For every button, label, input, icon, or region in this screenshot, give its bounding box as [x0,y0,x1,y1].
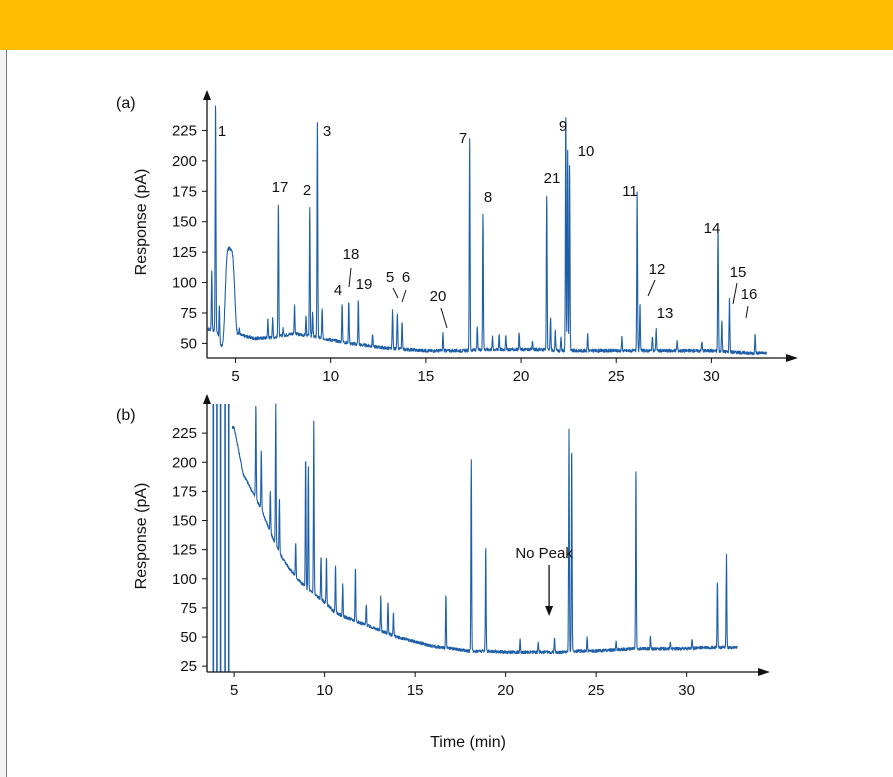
peak-label-21: 21 [544,170,561,187]
peak-leader-16 [745,305,749,319]
peak-label-16: 16 [741,286,758,303]
x-axis-arrow [786,354,798,362]
y-tick-label: 125 [172,542,197,559]
y-axis-arrow [203,394,211,404]
y-tick-label: 150 [172,513,197,530]
peak-leader-6 [401,289,407,303]
peak-label-4: 4 [334,282,342,299]
peak-label-6: 6 [402,269,410,286]
peak-label-3: 3 [323,123,331,140]
peak-label-12: 12 [649,261,666,278]
peak-leader-5 [392,287,399,299]
peak-label-20: 20 [430,288,447,305]
y-tick-label: 125 [172,244,197,261]
panel-b-label: (b) [116,407,136,424]
panel-b-trace [231,403,738,655]
margin-strip [0,50,6,777]
y-tick-label: 75 [180,600,197,617]
peak-leader-15 [732,282,738,305]
panel-a-y-axis-title: Response (pA) [133,169,150,276]
panel-b: (b) Response (pA) Time (min) 25 50 75 100 12… [116,394,770,751]
x-tick-label: 15 [407,682,424,699]
panel-b-y-axis-title: Response (pA) [133,483,150,590]
y-tick-label: 50 [180,629,197,646]
x-tick-label: 20 [513,368,530,385]
peak-label-5: 5 [386,269,394,286]
y-tick-label: 75 [180,305,197,322]
y-tick-label: 100 [172,571,197,588]
x-tick-label: 10 [322,368,339,385]
peak-leader-12 [647,279,656,297]
peak-label-1: 1 [218,123,226,140]
x-tick-label: 5 [231,368,239,385]
header-band [0,0,893,50]
peak-label-15: 15 [730,264,747,281]
x-axis-arrow [758,668,770,676]
peak-label-17: 17 [272,179,289,196]
x-tick-label: 25 [608,368,625,385]
panel-a-trace [207,105,767,356]
no-peak-annotation: No Peak [515,545,573,562]
peak-label-19: 19 [356,276,373,293]
y-tick-label: 25 [180,658,197,675]
x-axis-title: Time (min) [430,734,506,751]
peak-label-9: 9 [559,118,567,135]
peak-label-13: 13 [657,305,674,322]
y-tick-label: 175 [172,483,197,500]
y-tick-label: 200 [172,454,197,471]
peak-label-14: 14 [704,220,721,237]
x-tick-label: 30 [678,682,695,699]
peak-label-2: 2 [303,182,311,199]
peak-label-18: 18 [343,246,360,263]
peak-label-8: 8 [484,189,492,206]
y-tick-label: 225 [172,425,197,442]
y-tick-label: 50 [180,335,197,352]
margin-rule [6,50,7,777]
x-tick-label: 25 [588,682,605,699]
y-tick-label: 225 [172,122,197,139]
peak-label-10: 10 [578,143,595,160]
peak-label-11: 11 [622,183,638,200]
panel-a: (a) Response (pA) 5075100125150175200225… [116,90,798,385]
panel-a-label: (a) [116,95,136,112]
y-tick-label: 100 [172,275,197,292]
peak-leader-20 [440,307,448,329]
y-tick-label: 150 [172,214,197,231]
y-tick-label: 175 [172,183,197,200]
x-tick-label: 10 [316,682,333,699]
x-tick-label: 30 [703,368,720,385]
peak-label-7: 7 [459,130,467,147]
no-peak-arrow-head [545,606,554,616]
x-tick-label: 5 [230,682,238,699]
x-tick-label: 20 [497,682,514,699]
peak-leader-18 [348,267,352,288]
y-axis-arrow [203,90,211,100]
x-tick-label: 15 [418,368,435,385]
y-tick-label: 200 [172,153,197,170]
